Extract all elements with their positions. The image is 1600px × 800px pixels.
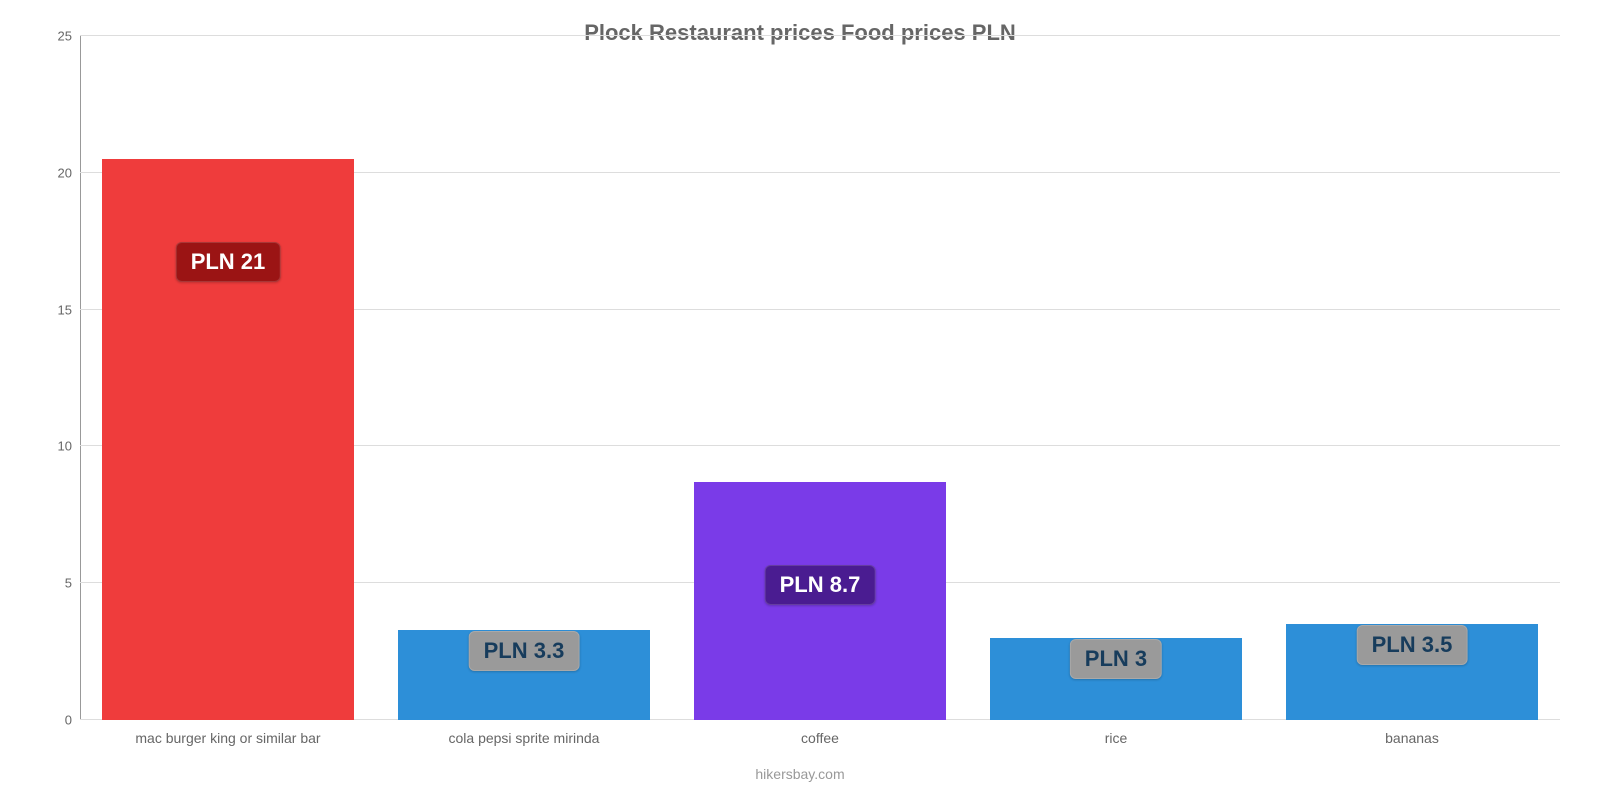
y-tick-label: 25 [58,29,80,44]
bar-slot: PLN 3rice [990,36,1242,720]
value-badge: PLN 21 [176,242,281,282]
bar-slot: PLN 3.5bananas [1286,36,1538,720]
value-badge: PLN 3.5 [1357,625,1468,665]
bar-slot: PLN 21mac burger king or similar bar [102,36,354,720]
y-tick-label: 5 [65,576,80,591]
y-tick-label: 20 [58,165,80,180]
plot-area: PLN 21mac burger king or similar barPLN … [80,36,1560,720]
x-category-label: coffee [670,720,970,746]
y-tick-label: 0 [65,713,80,728]
x-category-label: mac burger king or similar bar [78,720,378,746]
bar-slot: PLN 3.3cola pepsi sprite mirinda [398,36,650,720]
x-category-label: rice [966,720,1266,746]
value-badge: PLN 3.3 [469,631,580,671]
x-category-label: cola pepsi sprite mirinda [374,720,674,746]
value-badge: PLN 8.7 [765,565,876,605]
price-bar-chart: Plock Restaurant prices Food prices PLN … [0,0,1600,800]
x-category-label: bananas [1262,720,1562,746]
bar-slot: PLN 8.7coffee [694,36,946,720]
value-badge: PLN 3 [1070,639,1162,679]
y-tick-label: 15 [58,302,80,317]
y-tick-label: 10 [58,439,80,454]
attribution-text: hikersbay.com [0,766,1600,782]
